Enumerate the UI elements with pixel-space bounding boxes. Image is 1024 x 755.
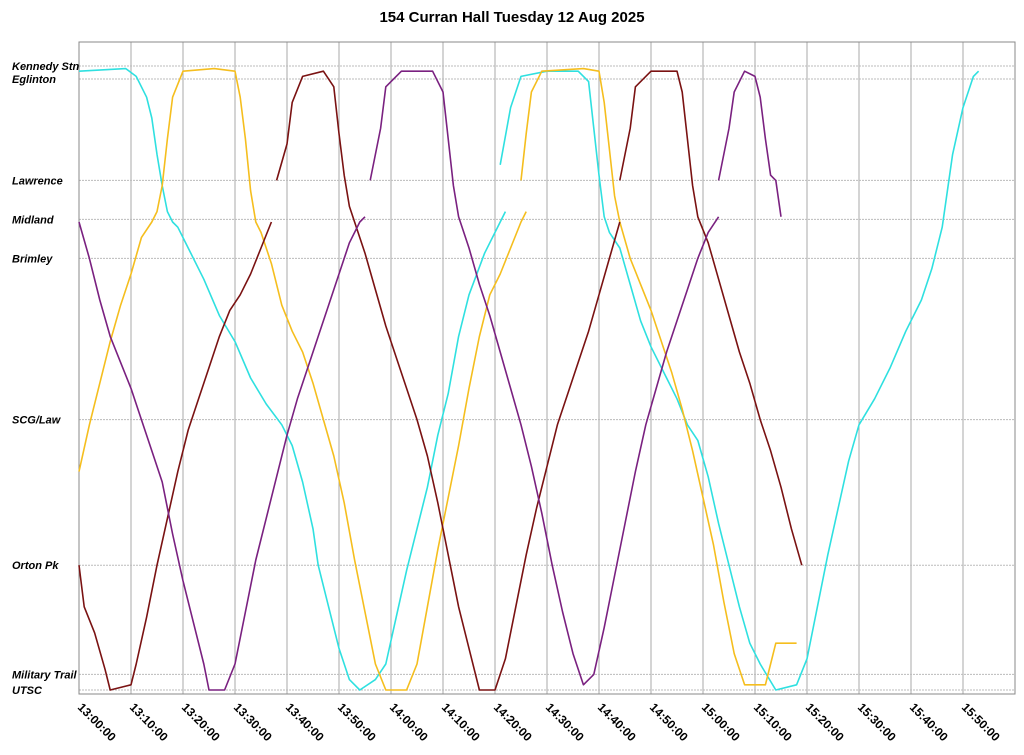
series-line-8 xyxy=(369,70,720,686)
chart-title: 154 Curran Hall Tuesday 12 Aug 2025 xyxy=(379,9,645,26)
x-tick-label: 13:10:00 xyxy=(127,700,171,744)
stop-label: Kennedy Stn xyxy=(12,61,80,73)
series-line-2 xyxy=(78,67,527,691)
stop-label: Orton Pk xyxy=(12,560,59,572)
x-tick-label: 15:20:00 xyxy=(803,700,847,744)
x-tick-label: 13:50:00 xyxy=(335,700,379,744)
stop-label: SCG/Law xyxy=(12,415,62,427)
x-tick-label: 15:00:00 xyxy=(699,700,743,744)
x-tick-label: 14:30:00 xyxy=(543,700,587,744)
x-tick-label: 13:40:00 xyxy=(283,700,327,744)
x-tick-label: 13:00:00 xyxy=(75,700,119,744)
series-line-4 xyxy=(78,221,273,691)
stop-label: Eglinton xyxy=(12,74,56,86)
stop-label: Brimley xyxy=(12,253,53,265)
x-tick-label: 15:50:00 xyxy=(959,700,1003,744)
x-tick-label: 13:20:00 xyxy=(179,700,223,744)
x-tick-label: 15:30:00 xyxy=(855,700,899,744)
series-line-0 xyxy=(78,67,507,691)
stop-label: Midland xyxy=(12,214,54,226)
series-line-7 xyxy=(78,216,366,691)
stop-label: Lawrence xyxy=(12,175,63,187)
x-tick-label: 13:30:00 xyxy=(231,700,275,744)
plot-frame xyxy=(78,41,1016,695)
x-tick-label: 14:10:00 xyxy=(439,700,483,744)
series-line-3 xyxy=(520,67,797,686)
x-tick-label: 15:10:00 xyxy=(751,700,795,744)
x-tick-label: 14:50:00 xyxy=(647,700,691,744)
x-tick-label: 14:20:00 xyxy=(491,700,535,744)
series-line-6 xyxy=(619,70,803,566)
vertical-gridlines xyxy=(78,42,964,694)
series-layer xyxy=(78,67,980,691)
stop-label: Military Trail xyxy=(12,669,78,681)
horizontal-gridlines xyxy=(79,65,1015,691)
time-labels: 13:00:00 13:10:00 13:20:00 13:30:00 13:40:00… xyxy=(75,700,1003,744)
series-line-5 xyxy=(275,70,621,691)
stop-label: UTSC xyxy=(12,685,43,697)
series-line-9 xyxy=(717,70,782,217)
series-line-1 xyxy=(499,70,980,691)
x-tick-label: 14:00:00 xyxy=(387,700,431,744)
x-tick-label: 15:40:00 xyxy=(907,700,951,744)
x-tick-label: 14:40:00 xyxy=(595,700,639,744)
